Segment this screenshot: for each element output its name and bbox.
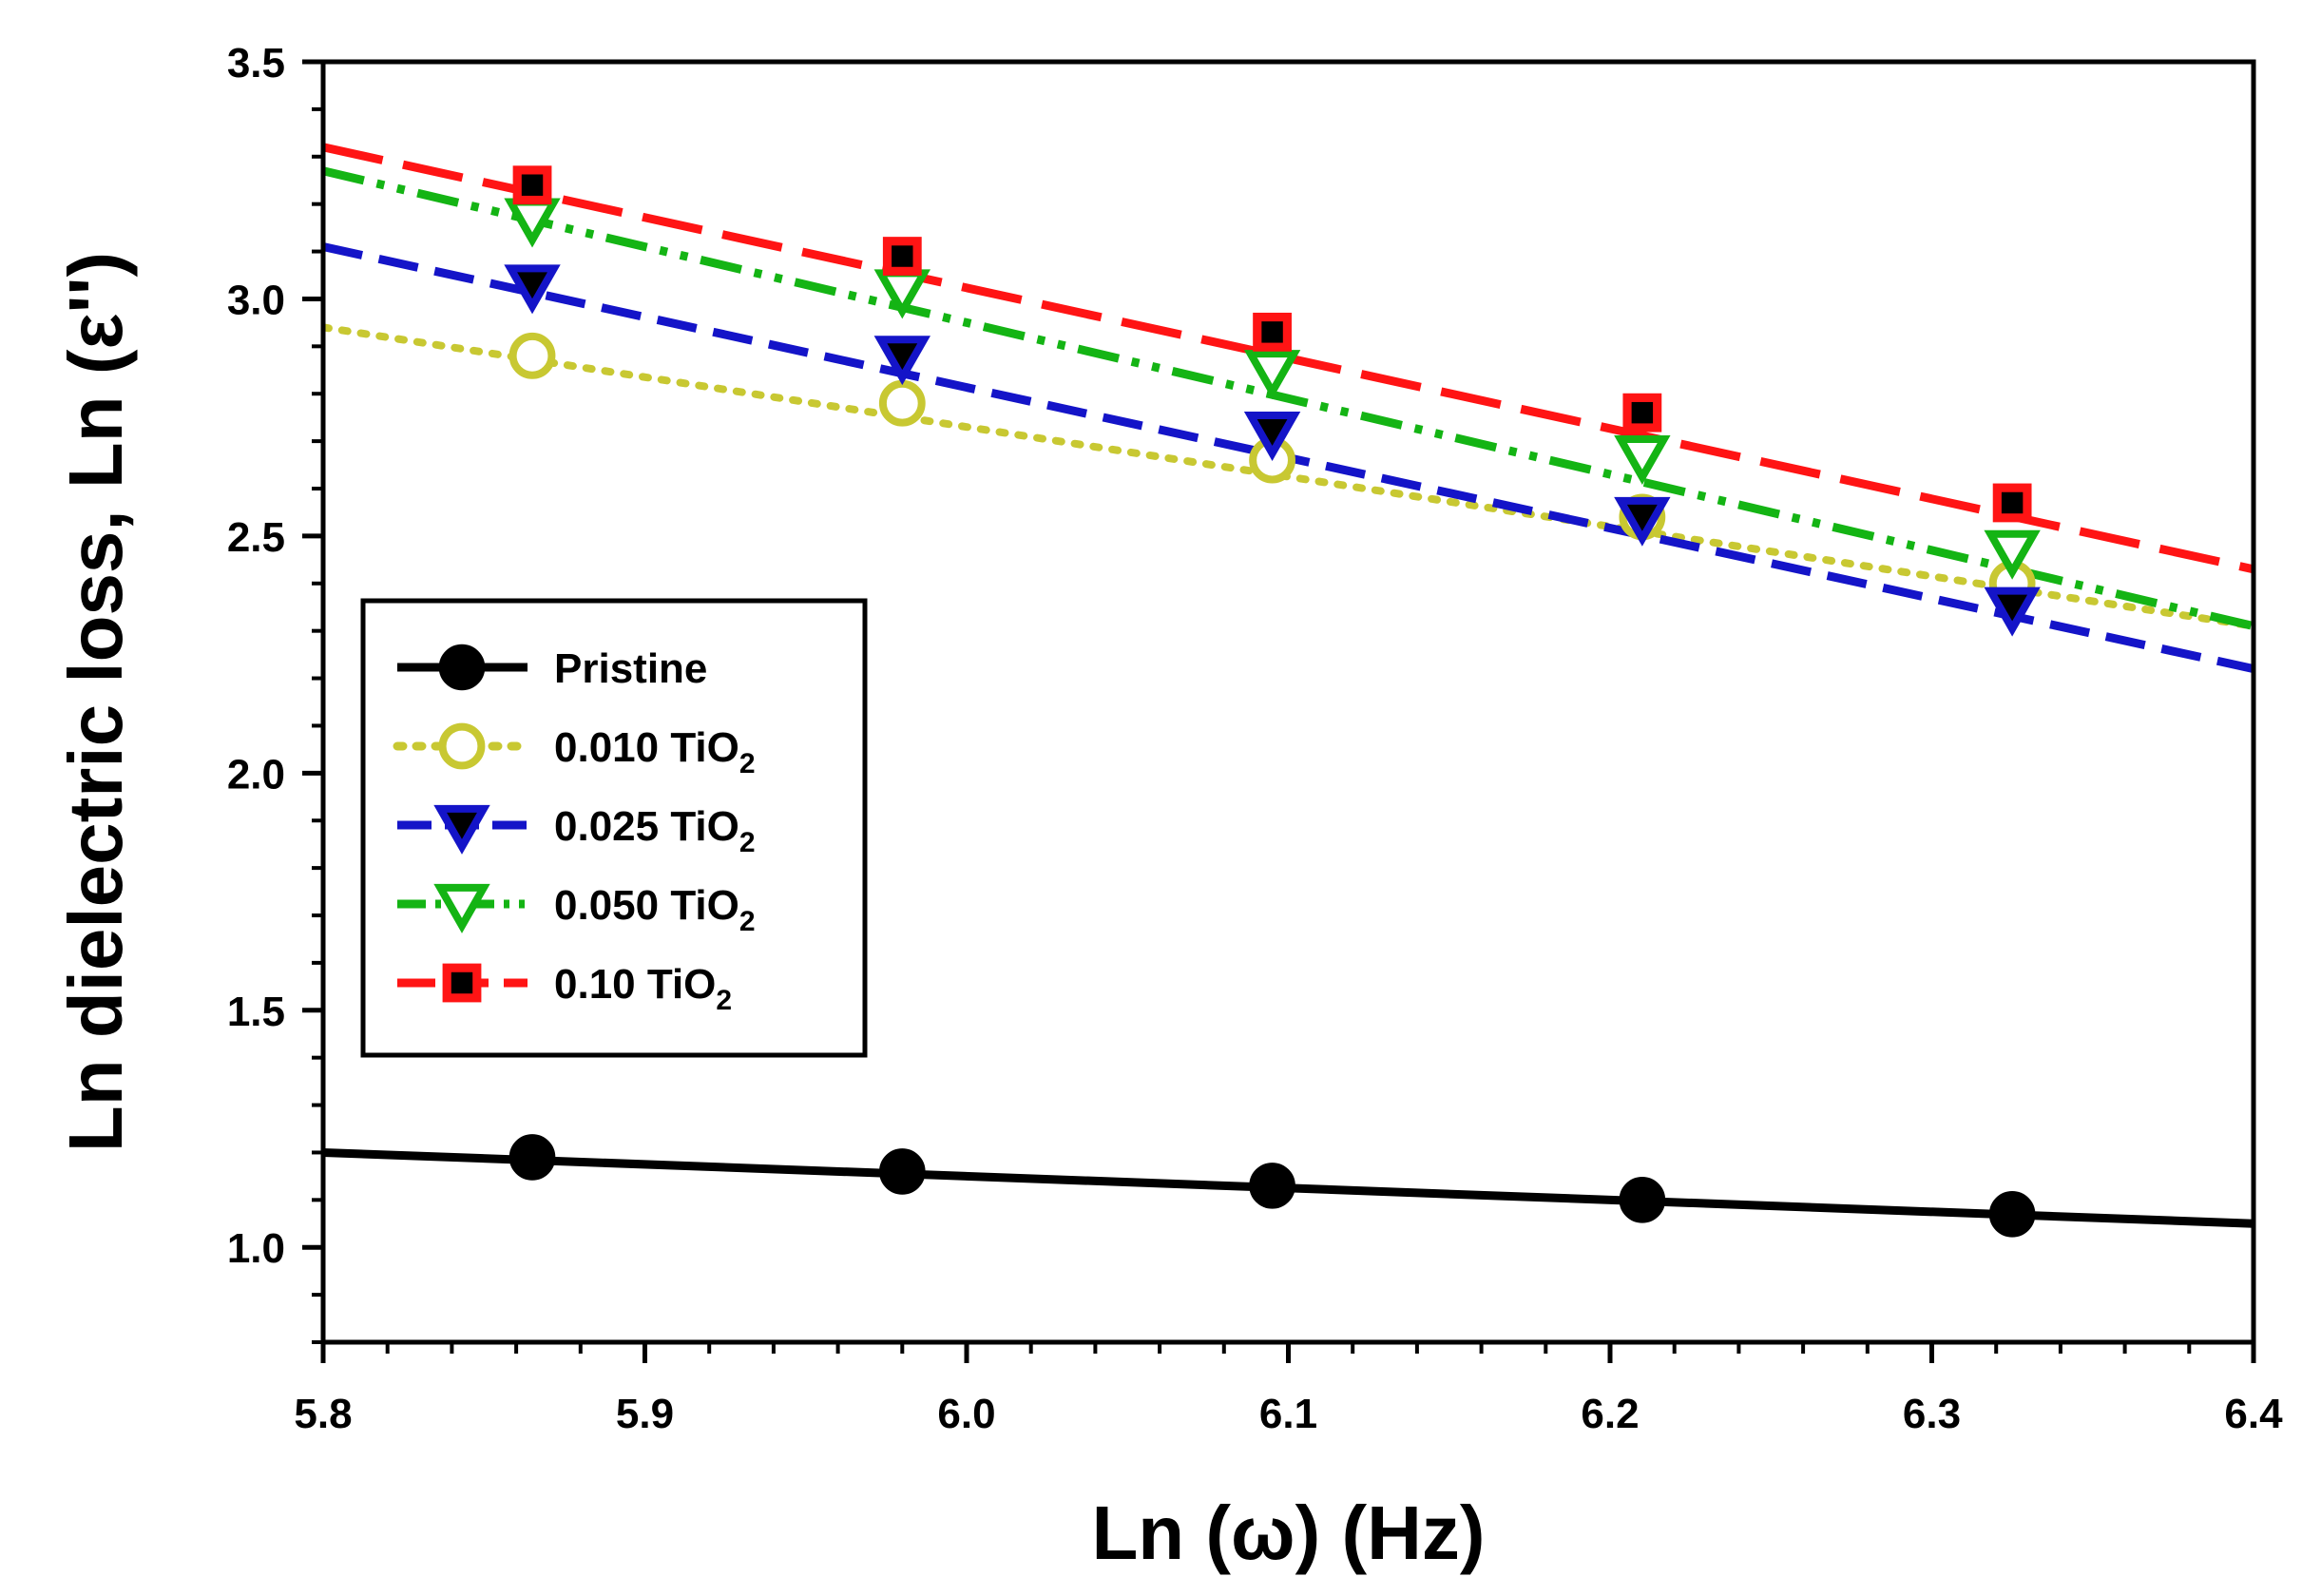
legend-label-0: Pristine [554,645,707,692]
legend-marker-1 [438,722,486,770]
y-tick-label: 1.5 [227,989,285,1035]
data-point-s3-3 [1614,434,1671,485]
data-point-s3-2 [1243,350,1301,400]
y-tick-label: 1.0 [227,1225,285,1272]
y-axis-label: Ln dielectric loss, Ln (ε'') [53,252,138,1152]
data-point-s3-4 [1984,529,2041,580]
legend-label-2: 0.025 TiO2 [554,803,756,858]
legend-label-1: 0.010 TiO2 [554,724,756,779]
legend-label-text: 0.025 TiO [554,803,739,850]
x-tick-label: 6.0 [937,1391,995,1437]
series-line-3 [323,166,2254,631]
x-tick-label: 6.4 [2224,1391,2283,1437]
y-tick-label: 2.0 [227,751,285,798]
data-point-s2-4 [1984,586,2041,637]
y-tick-label: 3.0 [227,277,285,323]
data-point-s2-0 [504,264,561,315]
data-point-s4-0 [512,165,552,205]
data-point-s0-0 [508,1134,556,1181]
data-point-s1-0 [508,332,556,379]
x-axis-label: Ln (ω) (Hz) [1091,1490,1485,1575]
x-tick-label: 6.3 [1903,1391,1961,1437]
legend-label-text: 0.010 TiO [554,724,739,771]
legend-label-4: 0.10 TiO2 [554,961,732,1016]
legend-label-subscript: 2 [739,748,756,779]
x-tick-label: 6.2 [1581,1391,1639,1437]
legend-label-text: Pristine [554,645,707,692]
data-markers [504,165,2041,1238]
legend-marker-0 [438,644,486,691]
x-axis: 5.8 5.9 6.0 6.1 6.2 6.3 6.4 [294,1342,2283,1437]
legend-label-subscript: 2 [739,906,756,937]
x-tick-label: 5.8 [294,1391,352,1437]
legend-label-subscript: 2 [739,827,756,858]
legend-marker-4 [442,963,482,1003]
data-point-s0-2 [1249,1163,1295,1209]
data-point-s2-2 [1243,412,1301,461]
legend-marker-3 [433,883,490,933]
data-point-s1-1 [878,379,926,427]
data-point-s3-0 [504,198,561,248]
data-point-s4-4 [1992,483,2032,523]
y-axis: 1.0 1.5 2.0 2.5 3.0 3.5 [227,40,323,1344]
data-point-s3-1 [873,269,930,319]
data-point-s4-1 [882,237,922,276]
data-point-s0-1 [879,1148,926,1195]
x-tick-label: 6.1 [1259,1391,1317,1437]
x-tick-label: 5.9 [616,1391,674,1437]
data-point-s4-2 [1253,312,1292,352]
legend-label-text: 0.050 TiO [554,882,739,929]
y-tick-label: 2.5 [227,514,285,561]
data-point-s0-3 [1619,1177,1666,1223]
legend-label-3: 0.050 TiO2 [554,882,756,937]
data-point-s2-3 [1614,496,1671,547]
legend-label-text: 0.10 TiO [554,961,716,1008]
data-point-s2-1 [873,336,930,386]
data-point-s4-3 [1622,393,1662,433]
legend-marker-2 [433,804,490,855]
legend-label-subscript: 2 [716,985,732,1016]
y-tick-label: 3.5 [227,40,285,87]
data-point-s0-4 [1988,1191,2036,1238]
